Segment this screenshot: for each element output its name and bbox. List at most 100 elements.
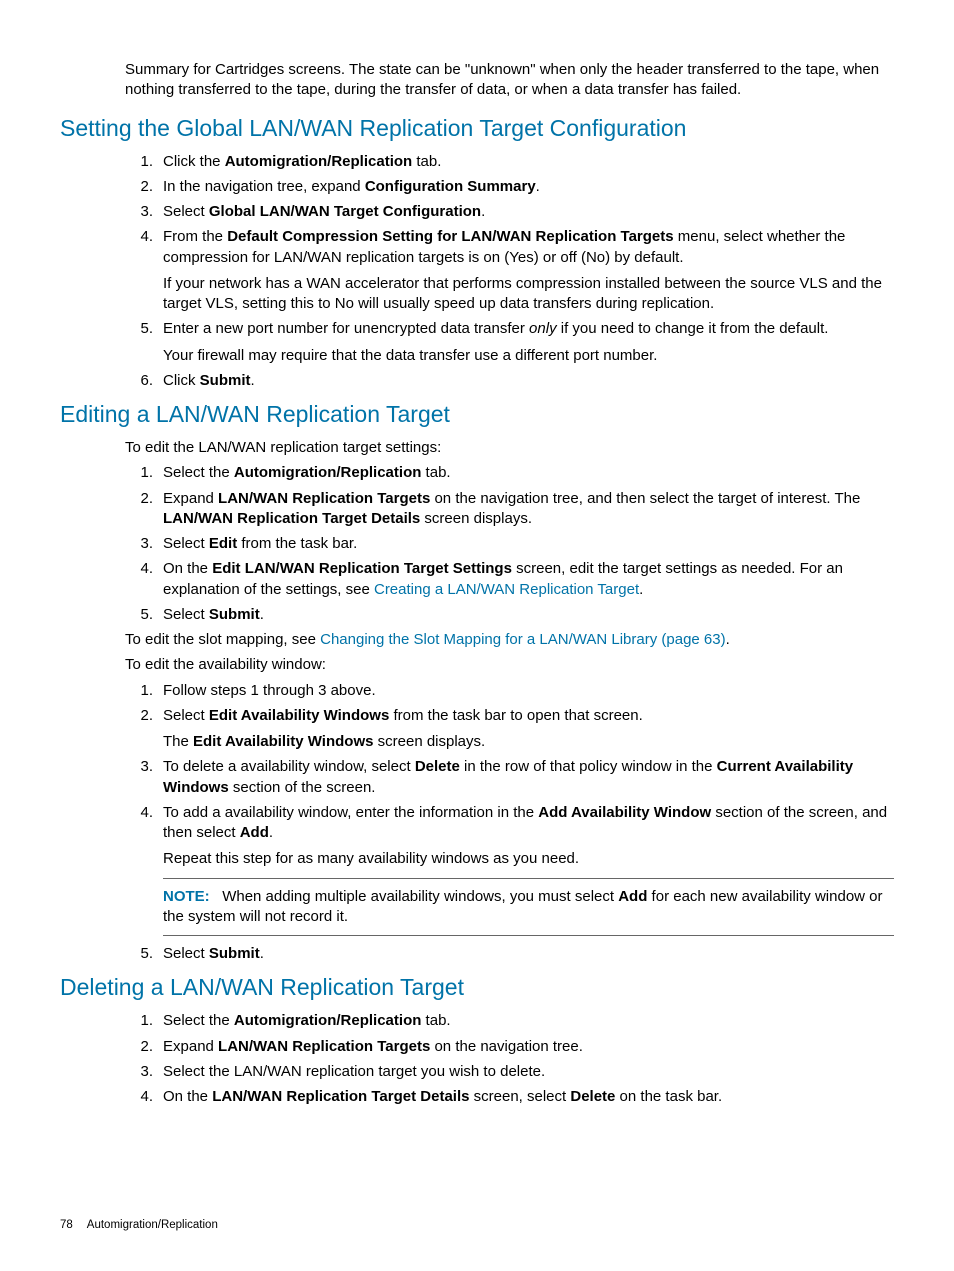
bold-text: Add: [240, 824, 269, 841]
text: screen, select: [469, 1088, 570, 1105]
text: Select: [163, 535, 209, 552]
list-item: On the Edit LAN/WAN Replication Target S…: [125, 559, 894, 600]
text: .: [251, 372, 255, 389]
text: .: [260, 945, 264, 962]
section-heading-global-config: Setting the Global LAN/WAN Replication T…: [60, 115, 894, 142]
text: Click the: [163, 153, 225, 170]
text: from the task bar to open that screen.: [389, 707, 642, 724]
text: Expand: [163, 1038, 218, 1055]
page-footer: 78 Automigration/Replication: [60, 1219, 218, 1231]
text: Enter a new port number for unencrypted …: [163, 320, 529, 337]
section2-list1: Select the Automigration/Replication tab…: [125, 463, 894, 625]
list-item: Select Submit.: [125, 944, 894, 964]
sub-paragraph: The Edit Availability Windows screen dis…: [163, 732, 894, 752]
text: To edit the slot mapping, see: [125, 631, 320, 648]
text: Select: [163, 606, 209, 623]
text: On the: [163, 1088, 212, 1105]
list-item: Click the Automigration/Replication tab.: [125, 152, 894, 172]
footer-section-label: Automigration/Replication: [87, 1219, 218, 1231]
text: On the: [163, 560, 212, 577]
text: Select the: [163, 1012, 234, 1029]
bold-text: LAN/WAN Replication Targets: [218, 1038, 430, 1055]
text: Select the: [163, 464, 234, 481]
bold-text: Edit Availability Windows: [209, 707, 389, 724]
bold-text: Edit Availability Windows: [193, 733, 373, 750]
lead-paragraph: To edit the LAN/WAN replication target s…: [125, 438, 894, 458]
text: To add a availability window, enter the …: [163, 804, 538, 821]
text: if you need to change it from the defaul…: [557, 320, 829, 337]
bold-text: Delete: [570, 1088, 615, 1105]
bold-text: Automigration/Replication: [225, 153, 413, 170]
text: tab.: [412, 153, 441, 170]
intro-paragraph: Summary for Cartridges screens. The stat…: [125, 60, 894, 101]
list-item: Select the Automigration/Replication tab…: [125, 463, 894, 483]
mid-paragraph: To edit the slot mapping, see Changing t…: [125, 630, 894, 650]
text: from the task bar.: [237, 535, 357, 552]
list-item: From the Default Compression Setting for…: [125, 227, 894, 314]
bold-text: Edit: [209, 535, 237, 552]
text: From the: [163, 228, 227, 245]
text: .: [536, 178, 540, 195]
bold-text: Default Compression Setting for LAN/WAN …: [227, 228, 673, 245]
text: The: [163, 733, 193, 750]
text: in the row of that policy window in the: [460, 758, 717, 775]
sub-paragraph: Your firewall may require that the data …: [163, 346, 894, 366]
text: tab.: [421, 1012, 450, 1029]
section-heading-deleting: Deleting a LAN/WAN Replication Target: [60, 974, 894, 1001]
text: section of the screen.: [229, 779, 376, 796]
text: Select: [163, 945, 209, 962]
text: In the navigation tree, expand: [163, 178, 365, 195]
bold-text: LAN/WAN Replication Target Details: [212, 1088, 469, 1105]
text: on the navigation tree.: [430, 1038, 583, 1055]
bold-text: Submit: [200, 372, 251, 389]
bold-text: Add Availability Window: [538, 804, 711, 821]
section2-block: To edit the LAN/WAN replication target s…: [125, 438, 894, 964]
note-label: NOTE:: [163, 888, 210, 905]
list-item: Select the LAN/WAN replication target yo…: [125, 1062, 894, 1082]
list-item: To add a availability window, enter the …: [125, 803, 894, 936]
bold-text: Submit: [209, 606, 260, 623]
list-item: Select Edit Availability Windows from th…: [125, 706, 894, 753]
list-item: In the navigation tree, expand Configura…: [125, 177, 894, 197]
section2-list2: Follow steps 1 through 3 above. Select E…: [125, 681, 894, 965]
bold-text: Submit: [209, 945, 260, 962]
list-item: Click Submit.: [125, 371, 894, 391]
bold-text: Configuration Summary: [365, 178, 536, 195]
bold-text: Automigration/Replication: [234, 464, 422, 481]
bold-text: Add: [618, 888, 647, 905]
text: .: [260, 606, 264, 623]
list-item: Select Edit from the task bar.: [125, 534, 894, 554]
text: on the task bar.: [615, 1088, 722, 1105]
list-item: Select Submit.: [125, 605, 894, 625]
text: Select: [163, 707, 209, 724]
text: .: [726, 631, 730, 648]
list-item: Follow steps 1 through 3 above.: [125, 681, 894, 701]
link-creating-target[interactable]: Creating a LAN/WAN Replication Target: [374, 581, 639, 598]
text: Expand: [163, 490, 218, 507]
bold-text: Edit LAN/WAN Replication Target Settings: [212, 560, 512, 577]
text: on the navigation tree, and then select …: [430, 490, 860, 507]
text: screen displays.: [420, 510, 532, 527]
list-item: Select the Automigration/Replication tab…: [125, 1011, 894, 1031]
sub-paragraph: If your network has a WAN accelerator th…: [163, 274, 894, 315]
note-box: NOTE: When adding multiple availability …: [163, 878, 894, 937]
bold-text: Automigration/Replication: [234, 1012, 422, 1029]
italic-text: only: [529, 320, 557, 337]
page-number: 78: [60, 1219, 73, 1231]
text: tab.: [421, 464, 450, 481]
list-item: To delete a availability window, select …: [125, 757, 894, 798]
link-slot-mapping[interactable]: Changing the Slot Mapping for a LAN/WAN …: [320, 631, 726, 648]
section3-list: Select the Automigration/Replication tab…: [125, 1011, 894, 1107]
text: Select: [163, 203, 209, 220]
text: .: [639, 581, 643, 598]
section1-list: Click the Automigration/Replication tab.…: [125, 152, 894, 392]
text: Click: [163, 372, 200, 389]
sub-paragraph: Repeat this step for as many availabilit…: [163, 849, 894, 869]
list-item: Expand LAN/WAN Replication Targets on th…: [125, 489, 894, 530]
list-item: Select Global LAN/WAN Target Configurati…: [125, 202, 894, 222]
section-heading-editing: Editing a LAN/WAN Replication Target: [60, 401, 894, 428]
bold-text: LAN/WAN Replication Target Details: [163, 510, 420, 527]
text: screen displays.: [373, 733, 485, 750]
bold-text: LAN/WAN Replication Targets: [218, 490, 430, 507]
list-item: Expand LAN/WAN Replication Targets on th…: [125, 1037, 894, 1057]
